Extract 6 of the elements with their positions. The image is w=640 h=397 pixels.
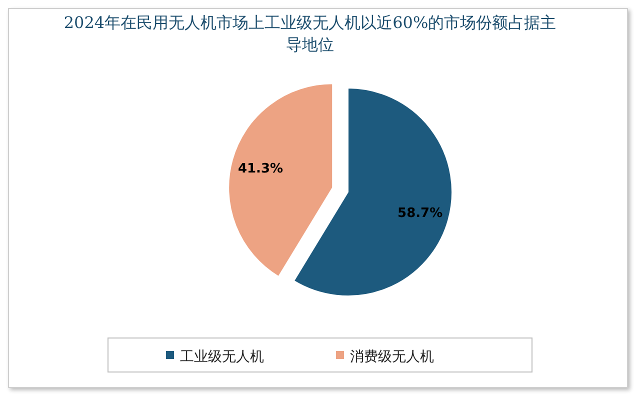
data-label: 41.3% [238,161,284,176]
legend-label: 工业级无人机 [180,349,264,365]
data-label: 58.7% [398,206,443,222]
pie: 58.7% 41.3% [228,83,452,296]
legend-label: 消费级无人机 [350,349,434,365]
chart-title: 2024年在民用无人机市场上工业级无人机以近60%的市场份额占据主导地位 [62,12,558,56]
